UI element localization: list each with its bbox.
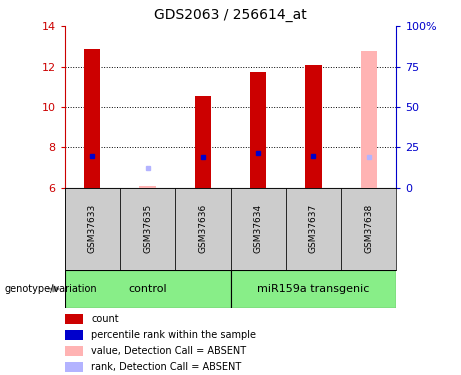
Text: control: control	[128, 284, 167, 294]
Text: GSM37638: GSM37638	[364, 204, 373, 254]
Text: GSM37637: GSM37637	[309, 204, 318, 254]
Title: GDS2063 / 256614_at: GDS2063 / 256614_at	[154, 9, 307, 22]
Bar	[65, 270, 230, 308]
Text: GSM37634: GSM37634	[254, 204, 263, 254]
Bar	[65, 330, 83, 340]
Text: count: count	[91, 314, 118, 324]
Bar	[139, 186, 156, 188]
Bar	[65, 188, 120, 270]
Bar	[120, 188, 175, 270]
Bar	[250, 72, 266, 188]
Bar	[175, 188, 230, 270]
Bar	[361, 51, 377, 188]
Bar	[230, 188, 286, 270]
Bar	[195, 96, 211, 188]
Text: rank, Detection Call = ABSENT: rank, Detection Call = ABSENT	[91, 362, 241, 372]
Bar	[84, 50, 100, 188]
Text: GSM37633: GSM37633	[88, 204, 97, 254]
Text: GSM37635: GSM37635	[143, 204, 152, 254]
Bar	[65, 314, 83, 324]
Bar	[230, 270, 396, 308]
Bar	[305, 64, 322, 188]
Text: GSM37636: GSM37636	[198, 204, 207, 254]
Text: percentile rank within the sample: percentile rank within the sample	[91, 330, 256, 340]
Bar	[65, 362, 83, 372]
Bar	[65, 346, 83, 356]
Text: genotype/variation: genotype/variation	[5, 284, 97, 294]
Text: value, Detection Call = ABSENT: value, Detection Call = ABSENT	[91, 346, 246, 356]
Bar	[341, 188, 396, 270]
Text: miR159a transgenic: miR159a transgenic	[257, 284, 370, 294]
Bar	[286, 188, 341, 270]
